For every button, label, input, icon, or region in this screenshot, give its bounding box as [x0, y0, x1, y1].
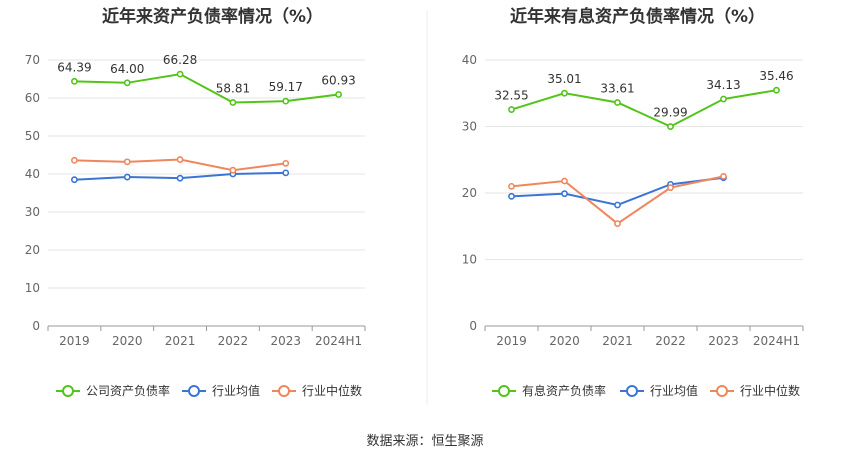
y-tick-label-right: 30 — [462, 120, 477, 134]
y-tick-label-left: 60 — [25, 91, 40, 105]
x-tick-label-right: 2020 — [549, 334, 580, 348]
data-point-left-0 — [282, 97, 290, 105]
data-label-left: 59.17 — [269, 80, 303, 94]
x-tick-label-left: 2020 — [112, 334, 143, 348]
data-point-right-0 — [773, 86, 780, 94]
data-point-left-2 — [123, 158, 131, 166]
series-line-left-0 — [74, 73, 339, 104]
legend-marker-right[interactable] — [626, 385, 638, 397]
data-point-right-2 — [561, 177, 568, 185]
x-tick-label-left: 2024H1 — [315, 334, 362, 348]
data-point-right-2 — [508, 182, 515, 190]
data-point-left-2 — [176, 156, 184, 163]
data-point-left-0 — [71, 77, 78, 85]
y-tick-label-left: 0 — [32, 319, 40, 333]
data-point-right-2 — [720, 172, 727, 180]
data-point-right-0 — [561, 89, 568, 97]
chart-title-right: 近年来有息资产负债率情况（%） — [509, 7, 766, 27]
legend-item-left[interactable]: 行业均值 — [212, 383, 260, 398]
y-tick-label-left: 20 — [25, 243, 40, 257]
data-label-left: 64.00 — [110, 62, 144, 76]
data-point-left-0 — [176, 70, 184, 78]
chart-title-left: 近年来资产负债率情况（%） — [101, 7, 324, 27]
y-tick-label-right: 0 — [469, 319, 477, 333]
data-point-left-2 — [282, 159, 290, 167]
series-line-right-1 — [511, 176, 724, 207]
data-point-left-0 — [335, 91, 342, 98]
legend-marker-right[interactable] — [716, 385, 728, 397]
y-tick-label-right: 20 — [462, 186, 477, 200]
x-tick-label-right: 2021 — [602, 334, 633, 348]
x-tick-label-right: 2023 — [708, 334, 739, 348]
data-point-left-1 — [123, 173, 131, 181]
x-tick-label-right: 2022 — [655, 334, 686, 348]
data-point-left-2 — [229, 166, 237, 174]
x-tick-label-left: 2021 — [165, 334, 196, 348]
x-tick-label-left: 2023 — [270, 334, 301, 348]
data-point-right-2 — [614, 220, 621, 227]
x-tick-label-left: 2022 — [218, 334, 249, 348]
data-label-left: 64.39 — [57, 60, 91, 74]
data-point-right-0 — [508, 106, 515, 113]
data-point-right-2 — [667, 184, 674, 192]
data-source-note: 数据来源：恒生聚源 — [366, 434, 484, 449]
data-label-left: 66.28 — [163, 53, 197, 67]
legend-item-left[interactable]: 公司资产负债率 — [86, 383, 170, 398]
y-tick-label-left: 70 — [25, 53, 40, 67]
y-tick-label-left: 50 — [25, 129, 40, 143]
legend-marker-right[interactable] — [498, 385, 510, 397]
data-point-left-2 — [71, 156, 78, 164]
data-point-left-1 — [282, 169, 290, 177]
legend-item-right[interactable]: 有息资产负债率 — [522, 383, 606, 398]
data-label-left: 58.81 — [216, 82, 250, 96]
data-point-right-0 — [614, 99, 621, 106]
data-label-right: 35.46 — [759, 69, 793, 83]
legend-marker-left[interactable] — [278, 385, 290, 397]
y-tick-label-right: 10 — [462, 253, 477, 267]
y-tick-label-right: 40 — [462, 53, 477, 67]
y-tick-label-left: 10 — [25, 281, 40, 295]
data-point-left-1 — [176, 174, 184, 182]
legend-item-left[interactable]: 行业中位数 — [302, 383, 362, 398]
y-tick-label-left: 40 — [25, 167, 40, 181]
data-label-right: 33.61 — [600, 81, 634, 95]
legend-marker-left[interactable] — [62, 385, 74, 397]
legend-item-right[interactable]: 行业中位数 — [740, 383, 800, 398]
data-point-left-1 — [71, 176, 78, 184]
data-point-right-0 — [667, 123, 674, 130]
data-point-right-1 — [614, 201, 621, 209]
data-label-right: 34.13 — [706, 78, 740, 92]
data-point-right-1 — [508, 192, 515, 200]
data-point-right-1 — [561, 190, 568, 198]
data-point-left-0 — [123, 79, 131, 87]
y-tick-label-left: 30 — [25, 205, 40, 219]
x-tick-label-right: 2019 — [496, 334, 527, 348]
data-label-right: 35.01 — [547, 72, 581, 86]
data-point-left-0 — [229, 99, 237, 106]
legend-item-right[interactable]: 行业均值 — [650, 383, 698, 398]
data-label-right: 29.99 — [653, 106, 687, 120]
data-label-right: 32.55 — [494, 89, 528, 103]
x-tick-label-left: 2019 — [59, 334, 90, 348]
series-line-right-2 — [511, 175, 724, 225]
data-label-left: 60.93 — [321, 73, 355, 87]
x-tick-label-right: 2024H1 — [753, 334, 800, 348]
legend-marker-left[interactable] — [188, 385, 200, 397]
data-point-right-0 — [720, 95, 727, 103]
series-line-right-0 — [511, 89, 777, 128]
